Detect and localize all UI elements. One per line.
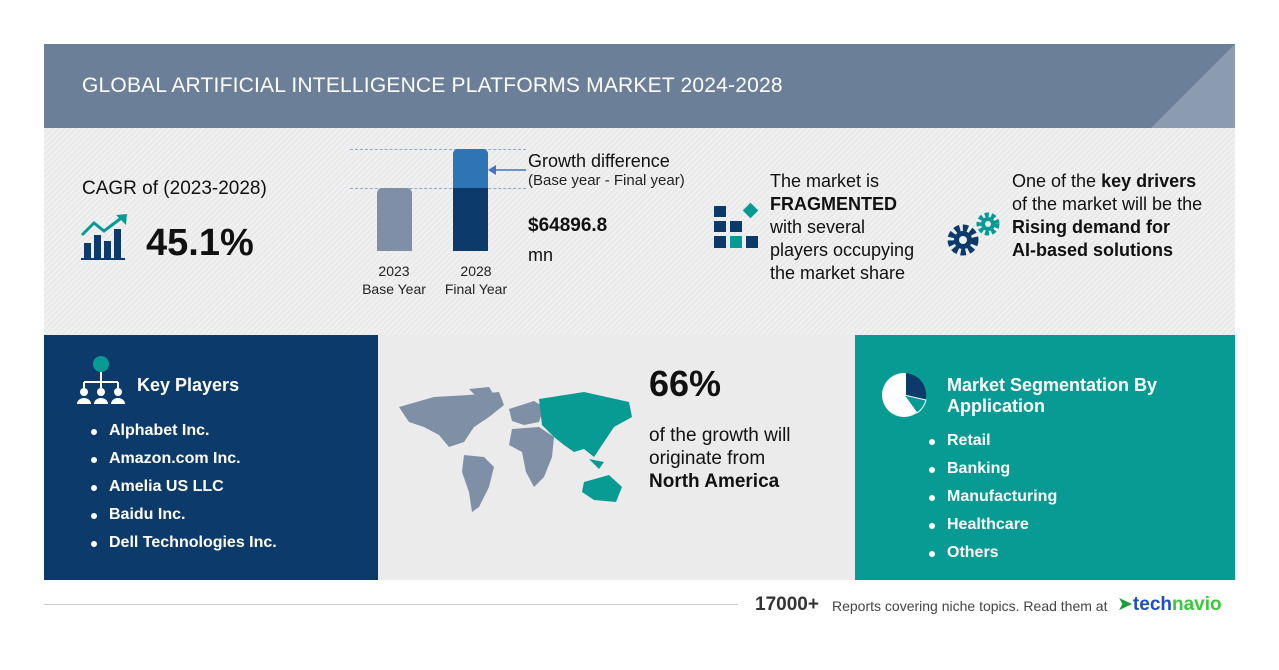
- list-item: Amelia US LLC: [91, 478, 277, 506]
- page-title: GLOBAL ARTIFICIAL INTELLIGENCE PLATFORMS…: [82, 74, 783, 97]
- driver-name: AI-based solutions: [1012, 240, 1174, 260]
- text-line: The market is: [770, 171, 880, 191]
- market-structure-text: The market is FRAGMENTED with several pl…: [770, 170, 914, 285]
- text-line: originate from: [649, 448, 766, 469]
- growth-chart-icon: [80, 214, 127, 260]
- drivers-text: One of the key drivers of the market wil…: [1012, 170, 1202, 262]
- key-players-list: Alphabet Inc. Amazon.com Inc. Amelia US …: [91, 422, 277, 562]
- geography-panel: 66% of the growth will originate from No…: [378, 335, 855, 580]
- bar-label-2028: 2028 Final Year: [440, 262, 512, 298]
- growth-title: Growth difference: [528, 151, 670, 171]
- gears-icon: [947, 212, 1000, 256]
- text-bold: key drivers: [1101, 171, 1197, 191]
- guide-line-base: [350, 188, 526, 189]
- title-line: Market Segmentation By: [947, 375, 1158, 395]
- year-label: Base Year: [362, 281, 426, 297]
- report-count: 17000+: [755, 594, 819, 615]
- text-line: players occupying: [770, 240, 915, 260]
- region-name: North America: [649, 471, 780, 492]
- segmentation-panel: Market Segmentation By Application Retai…: [855, 335, 1235, 580]
- driver-name: Rising demand for: [1012, 217, 1171, 237]
- logo-text: tech: [1132, 594, 1172, 615]
- key-players-title: Key Players: [137, 375, 240, 395]
- cagr-label: CAGR of (2023-2028): [82, 178, 267, 199]
- fragmented-blocks-icon: [714, 202, 759, 248]
- arrow-left-icon: [488, 165, 526, 175]
- growth-subtitle: (Base year - Final year): [528, 172, 685, 189]
- geography-text: of the growth will originate from North …: [649, 424, 791, 493]
- text-line: of the growth will: [649, 425, 791, 446]
- year: 2028: [460, 263, 492, 279]
- segmentation-title: Market Segmentation By Application: [947, 375, 1157, 417]
- text: One of the: [1012, 171, 1102, 191]
- year: 2023: [378, 263, 410, 279]
- growth-unit: mn: [528, 245, 554, 265]
- market-fragmented: FRAGMENTED: [770, 194, 897, 214]
- list-item: Baidu Inc.: [91, 506, 277, 534]
- bar-label-2023: 2023 Base Year: [361, 262, 427, 298]
- segmentation-list: Retail Banking Manufacturing Healthcare …: [929, 432, 1057, 572]
- network-people-icon: [77, 356, 125, 404]
- list-item: Healthcare: [929, 516, 1057, 544]
- list-item: Manufacturing: [929, 488, 1057, 516]
- header-banner: GLOBAL ARTIFICIAL INTELLIGENCE PLATFORMS…: [44, 44, 1235, 128]
- list-item: Alphabet Inc.: [91, 422, 277, 450]
- list-item: Banking: [929, 460, 1057, 488]
- cagr-value: 45.1%: [146, 222, 254, 264]
- pie-chart-icon: [882, 373, 927, 417]
- text-line: the market share: [770, 263, 906, 283]
- logo-text: navio: [1172, 594, 1222, 615]
- year-label: Final Year: [444, 281, 508, 297]
- text-line: of the market will be the: [1012, 194, 1203, 214]
- list-item: Others: [929, 544, 1057, 572]
- list-item: Retail: [929, 432, 1057, 460]
- list-item: Dell Technologies Inc.: [91, 534, 277, 562]
- bar-2028-growth: [453, 149, 488, 188]
- footer-text: Reports covering niche topics. Read them…: [832, 598, 1108, 614]
- title-line: Application: [947, 396, 1045, 416]
- summary-section: [44, 128, 1235, 335]
- bar-2028: [453, 149, 488, 251]
- logo-icon: ➤: [1117, 594, 1133, 615]
- key-players-panel: Key Players Alphabet Inc. Amazon.com Inc…: [44, 335, 378, 580]
- guide-line-top: [350, 149, 526, 150]
- text-line: with several: [770, 217, 866, 237]
- header-corner: [1151, 44, 1235, 128]
- bar-2023: [377, 188, 412, 251]
- growth-percent: 66%: [649, 363, 722, 404]
- technavio-logo[interactable]: ➤technavio: [1117, 593, 1222, 616]
- footer-divider: [44, 604, 738, 605]
- text-line: One of the key drivers: [1012, 170, 1202, 193]
- list-item: Amazon.com Inc.: [91, 450, 277, 478]
- world-map-icon: [399, 387, 632, 512]
- growth-value: $64896.8: [528, 215, 608, 236]
